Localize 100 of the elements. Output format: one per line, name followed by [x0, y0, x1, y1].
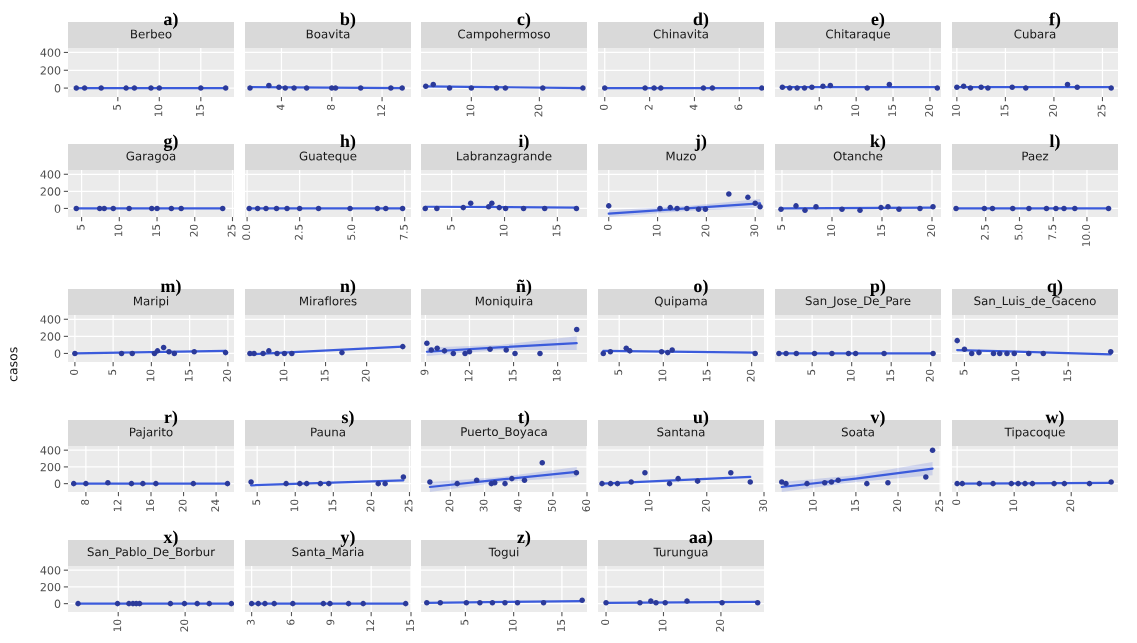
x-tick-label: 12: [464, 369, 473, 382]
y-tick-label: 0: [54, 349, 61, 358]
point: [694, 478, 701, 484]
x-tick-label: 30: [479, 499, 488, 512]
text: o): [694, 279, 708, 296]
point: [427, 479, 433, 485]
x-tick-label: 5.0: [1014, 224, 1023, 240]
x-tick-label: 25: [227, 224, 236, 237]
point: [614, 480, 621, 487]
x-tick-label: 5: [108, 369, 117, 375]
y-axis-title: casos: [10, 347, 18, 382]
x-tick-label: 12: [366, 619, 375, 632]
x-tick-label: 15: [702, 369, 711, 382]
point: [1011, 350, 1018, 357]
text: u): [693, 410, 709, 427]
x-tick-label: 10: [466, 104, 475, 117]
point: [424, 340, 430, 346]
text: l): [1049, 134, 1060, 151]
x-tick-label: 10: [499, 224, 508, 237]
chart-title: Berbeo: [131, 29, 172, 39]
x-tick-label: 10: [113, 619, 122, 632]
text: n): [340, 279, 356, 296]
point: [821, 480, 828, 486]
point: [923, 474, 929, 480]
x-tick-label: 5: [614, 369, 623, 375]
text: ñ): [516, 279, 532, 296]
x-tick-label: 15: [886, 369, 895, 382]
x-tick-label: 9: [326, 619, 335, 625]
point: [222, 349, 229, 356]
x-tick-label: 5: [814, 104, 823, 110]
x-tick-label: 16: [146, 499, 155, 512]
text: m): [160, 279, 181, 296]
x-tick-label: 5: [113, 104, 121, 110]
chart-title: Otanche: [833, 151, 883, 161]
x-tick-label: 8: [81, 499, 89, 505]
x-tick-label: 10: [1011, 369, 1020, 382]
point: [605, 203, 612, 209]
x-tick-label: 10: [658, 619, 667, 632]
point: [539, 459, 546, 466]
x-tick-label: 2: [644, 104, 653, 110]
x-tick-label: 15: [1000, 104, 1009, 117]
point: [642, 469, 648, 476]
point: [466, 348, 473, 355]
x-tick-label: 5: [777, 224, 786, 230]
text: i): [518, 134, 529, 151]
x-tick-label: 10: [114, 224, 123, 237]
point: [996, 350, 1003, 357]
text: q): [1047, 279, 1063, 296]
x-tick-label: 10: [952, 104, 960, 117]
x-tick-label: 30: [750, 224, 759, 237]
point: [783, 480, 789, 487]
point: [695, 206, 702, 213]
chart-title: Paez: [1022, 151, 1049, 161]
x-tick-label: 20: [178, 499, 187, 512]
x-tick-label: 20: [445, 499, 454, 512]
x-tick-label: 10: [1009, 499, 1018, 512]
chart-title: Puerto_Boyaca: [461, 427, 547, 439]
x-tick-label: 6: [734, 104, 743, 110]
point: [573, 469, 580, 476]
x-tick-label: 10: [644, 499, 653, 512]
x-tick-label: 15: [184, 369, 193, 382]
point: [537, 350, 543, 357]
x-tick-label: 10: [658, 369, 667, 382]
x-tick-label: 15: [152, 224, 161, 237]
point: [968, 350, 975, 357]
point: [1107, 348, 1114, 355]
x-tick-label: 25: [404, 499, 413, 512]
x-tick-label: 15: [851, 499, 859, 512]
chart-title: San_Pablo_De_Borbur: [87, 547, 216, 559]
y-tick-label: 200: [40, 582, 61, 592]
x-tick-label: 0: [601, 619, 610, 625]
x-tick-label: 20: [1049, 104, 1057, 117]
point: [251, 350, 257, 357]
x-tick-label: 18: [552, 369, 561, 382]
chart-title: Maripi: [133, 296, 169, 308]
point: [339, 349, 345, 356]
text: v): [870, 410, 885, 427]
chart-title: Campohermoso: [458, 29, 550, 41]
point: [747, 479, 754, 485]
chart-title: Miraflores: [300, 296, 357, 306]
chart-title: Boavita: [306, 29, 350, 39]
point: [757, 203, 763, 210]
x-tick-label: 5: [959, 369, 968, 375]
x-tick-label: 0.0: [242, 224, 251, 240]
x-tick-label: 0: [603, 224, 612, 230]
chart-title: Moniquira: [475, 296, 533, 308]
x-tick-label: 20: [189, 224, 198, 237]
point: [502, 480, 508, 487]
x-tick-label: 5: [252, 499, 261, 505]
x-tick-label: 15: [320, 369, 329, 382]
x-tick-label: 0: [70, 369, 78, 375]
point: [166, 348, 172, 355]
point: [266, 348, 272, 354]
x-tick-label: 15: [557, 619, 565, 632]
x-tick-label: 20: [361, 369, 370, 382]
text: d): [693, 12, 709, 29]
x-tick-label: 0: [599, 104, 608, 110]
point: [607, 480, 614, 487]
chart-title: Guateque: [299, 151, 357, 163]
point: [573, 326, 580, 333]
